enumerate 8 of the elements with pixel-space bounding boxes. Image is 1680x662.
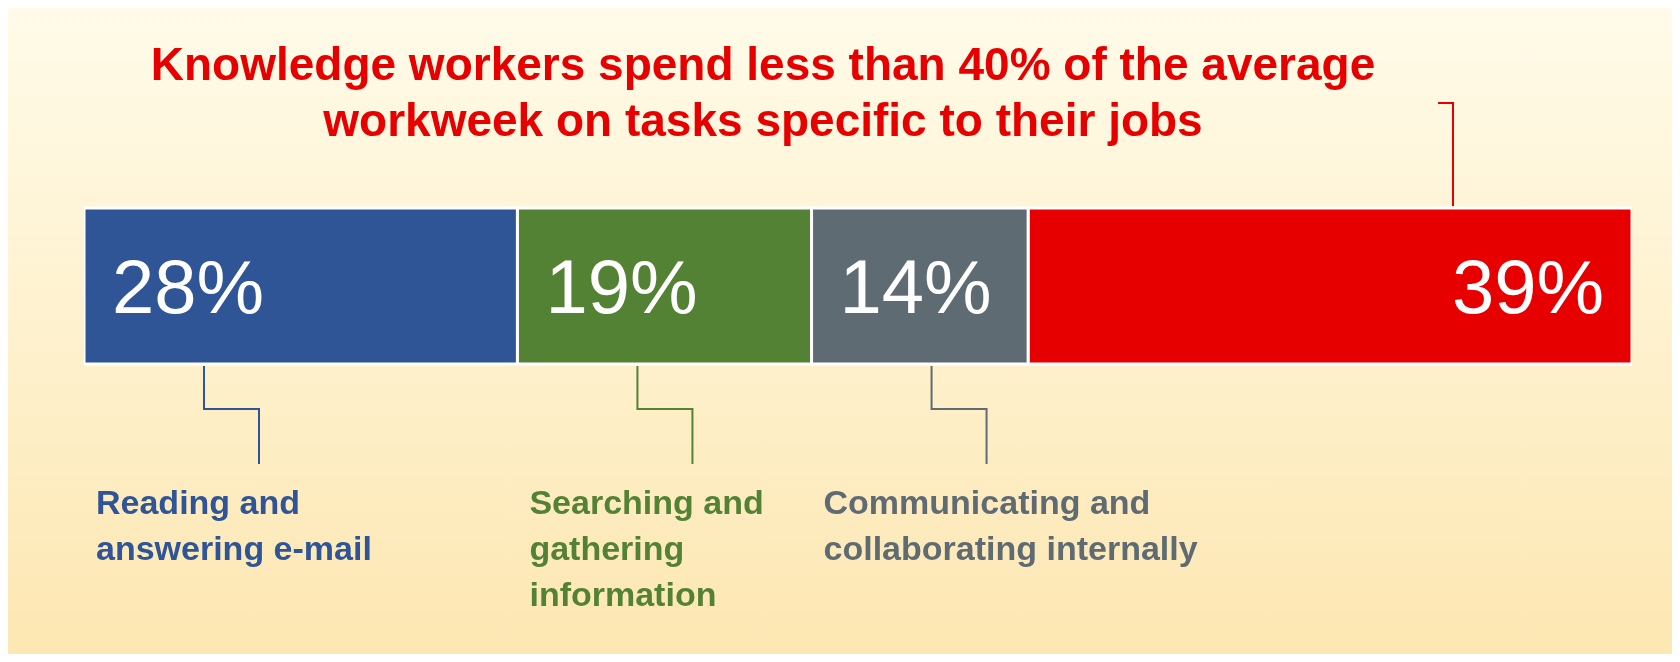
data-label: 14% xyxy=(839,243,992,329)
text: Communicating and collaborating internally xyxy=(823,482,1199,569)
text: Reading and answering e-mail xyxy=(96,482,373,569)
text: Searching and gathering information xyxy=(529,482,765,615)
data-label: 19% xyxy=(545,243,698,329)
data-label: 39% xyxy=(1451,243,1604,329)
data-label: 28% xyxy=(112,243,265,329)
chart-title: Knowledge workers spend less than 40% of the average workweek on tasks specific to their jobs xyxy=(149,37,1377,148)
